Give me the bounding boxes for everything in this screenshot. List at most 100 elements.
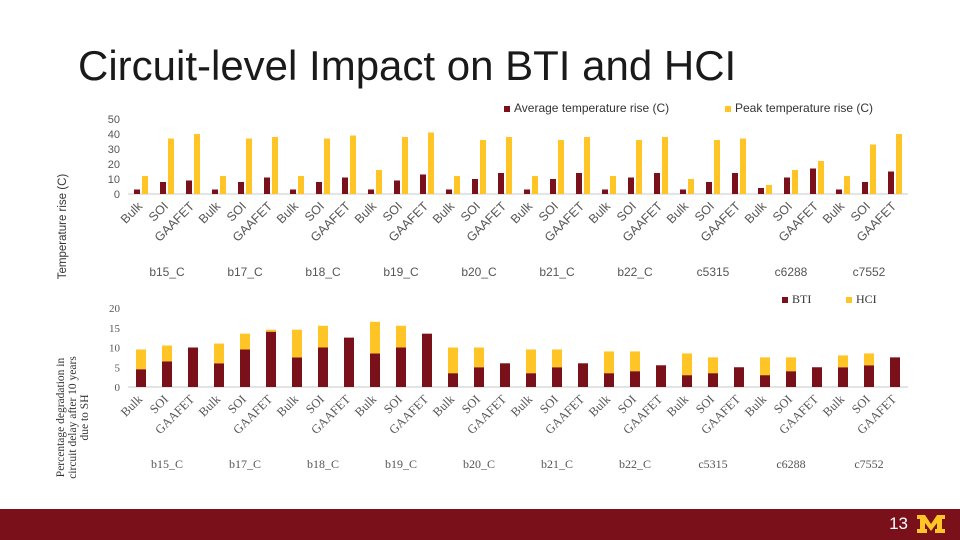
bar-bti	[370, 353, 380, 387]
category-label: Bulk	[820, 392, 848, 420]
bar-peak-temp	[428, 132, 434, 194]
bar-bti	[448, 373, 458, 387]
legend-swatch	[846, 297, 852, 303]
bar-peak-temp	[558, 140, 564, 194]
bar-peak-temp	[532, 176, 538, 194]
bar-bti	[760, 375, 770, 387]
bar-average-temp	[706, 182, 712, 194]
bar-peak-temp	[272, 137, 278, 194]
group-label: b22_C	[619, 457, 651, 471]
bar-peak-temp	[714, 140, 720, 194]
category-label: Bulk	[742, 392, 770, 420]
y-tick-label: 50	[108, 114, 120, 126]
bar-hci	[266, 329, 276, 332]
bar-bti	[396, 347, 406, 387]
group-label: c6288	[776, 457, 805, 471]
bar-peak-temp	[584, 137, 590, 194]
y-tick-label: 40	[108, 129, 120, 141]
bar-bti	[214, 363, 224, 387]
bar-hci	[448, 347, 458, 374]
category-label: Bulk	[430, 199, 458, 227]
bar-peak-temp	[376, 170, 382, 194]
group-label: b20_C	[463, 457, 495, 471]
bar-peak-temp	[168, 138, 174, 194]
category-label: Bulk	[586, 392, 614, 420]
y-tick-label: 10	[108, 174, 120, 186]
category-label: Bulk	[274, 199, 302, 227]
bar-average-temp	[602, 189, 608, 194]
bar-peak-temp	[246, 138, 252, 194]
category-label: Bulk	[820, 199, 848, 227]
bar-average-temp	[446, 189, 452, 194]
legend-label: BTI	[792, 292, 811, 306]
bar-hci	[552, 349, 562, 368]
bar-average-temp	[134, 189, 140, 194]
bar-hci	[136, 349, 146, 370]
bar-hci	[760, 357, 770, 376]
page-number: 13	[889, 514, 908, 533]
bar-bti	[292, 357, 302, 387]
bar-average-temp	[186, 180, 192, 194]
group-label: b17_C	[229, 457, 261, 471]
legend-label: HCI	[856, 292, 877, 306]
bar-bti	[630, 371, 640, 387]
y-axis-label-line: Percentage degradation in	[55, 358, 67, 478]
y-tick-label: 20	[109, 303, 121, 315]
bar-average-temp	[680, 189, 686, 194]
category-label: Bulk	[664, 392, 692, 420]
bar-peak-temp	[610, 176, 616, 194]
footer-bar: 13	[0, 509, 960, 540]
group-label: b18_C	[307, 457, 339, 471]
bar-hci	[474, 347, 484, 368]
bar-bti	[682, 375, 692, 387]
bar-bti	[526, 373, 536, 387]
bar-hci	[396, 325, 406, 348]
bar-average-temp	[212, 189, 218, 194]
bar-peak-temp	[870, 144, 876, 194]
category-label: Bulk	[508, 392, 536, 420]
bar-peak-temp	[402, 137, 408, 194]
legend-swatch	[782, 297, 788, 303]
bar-bti	[656, 365, 666, 387]
bar-average-temp	[758, 188, 764, 194]
bar-average-temp	[342, 177, 348, 194]
bar-hci	[630, 351, 640, 372]
legend-label: Average temperature rise (C)	[514, 101, 669, 115]
category-label: Bulk	[118, 392, 146, 420]
legend-label: Peak temperature rise (C)	[735, 101, 873, 115]
bar-bti	[344, 337, 354, 387]
bar-average-temp	[732, 173, 738, 194]
bar-bti	[838, 367, 848, 387]
bar-average-temp	[472, 179, 478, 194]
bar-average-temp	[368, 189, 374, 194]
bar-hci	[240, 333, 250, 350]
bar-peak-temp	[298, 176, 304, 194]
group-label: b18_C	[305, 265, 341, 279]
group-label: b15_C	[151, 457, 183, 471]
bar-peak-temp	[636, 140, 642, 194]
bar-hci	[708, 357, 718, 374]
bar-peak-temp	[740, 138, 746, 194]
bar-hci	[786, 357, 796, 372]
bar-peak-temp	[896, 134, 902, 194]
category-label: Bulk	[508, 199, 536, 227]
bar-hci	[214, 343, 224, 364]
bar-average-temp	[420, 174, 426, 194]
bar-bti	[318, 347, 328, 387]
legend-swatch	[504, 106, 510, 112]
group-label: c5315	[697, 265, 730, 279]
y-axis-label: Percentage degradation incircuit delay a…	[55, 356, 91, 479]
y-axis-label: Temperature rise (C)	[57, 174, 69, 280]
bar-average-temp	[628, 177, 634, 194]
group-label: c5315	[698, 457, 727, 471]
legend-swatch	[725, 106, 731, 112]
bar-bti	[422, 333, 432, 387]
bar-peak-temp	[480, 140, 486, 194]
bar-bti	[136, 369, 146, 387]
bar-bti	[812, 367, 822, 387]
bar-peak-temp	[844, 176, 850, 194]
bar-average-temp	[576, 173, 582, 194]
bar-peak-temp	[688, 179, 694, 194]
group-label: b22_C	[617, 265, 653, 279]
